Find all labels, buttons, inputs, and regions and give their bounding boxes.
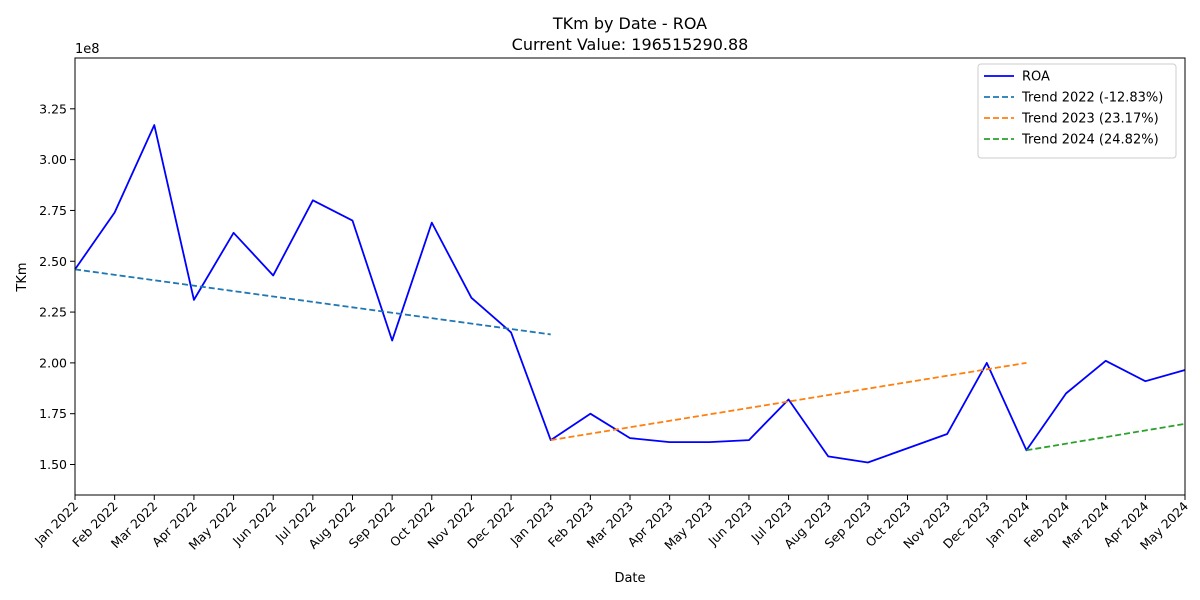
legend-label-2: Trend 2023 (23.17%) bbox=[1021, 112, 1159, 127]
legend-label-3: Trend 2024 (24.82%) bbox=[1021, 133, 1159, 148]
y-axis-label: TKm bbox=[15, 262, 30, 292]
y-tick-label: 1.75 bbox=[39, 406, 67, 421]
legend: ROA Trend 2022 (-12.83%) Trend 2023 (23.17… bbox=[977, 63, 1177, 159]
legend-label-0: ROA bbox=[1022, 70, 1050, 85]
plot-area bbox=[74, 124, 1186, 464]
series-line-1 bbox=[74, 268, 551, 336]
y-tick-label: 1.50 bbox=[39, 457, 67, 472]
series-line-0 bbox=[74, 124, 1186, 464]
y-tick-label: 3.25 bbox=[39, 101, 67, 116]
series-line-3 bbox=[1026, 422, 1186, 452]
chart-subtitle: Current Value: 196515290.88 bbox=[512, 35, 749, 54]
legend-box bbox=[977, 63, 1177, 159]
y-tick-label: 3.00 bbox=[39, 152, 67, 167]
y-tick-label: 2.75 bbox=[39, 203, 67, 218]
legend-label-1: Trend 2022 (-12.83%) bbox=[1021, 91, 1163, 106]
x-axis-label: Date bbox=[614, 571, 645, 586]
y-tick-label: 2.25 bbox=[39, 305, 67, 320]
y-tick-label: 2.50 bbox=[39, 254, 67, 269]
series-line-2 bbox=[550, 361, 1027, 442]
y-tick-label: 2.00 bbox=[39, 355, 67, 370]
y-multiplier-label: 1e8 bbox=[75, 42, 100, 57]
chart-title: TKm by Date - ROA bbox=[552, 14, 707, 33]
